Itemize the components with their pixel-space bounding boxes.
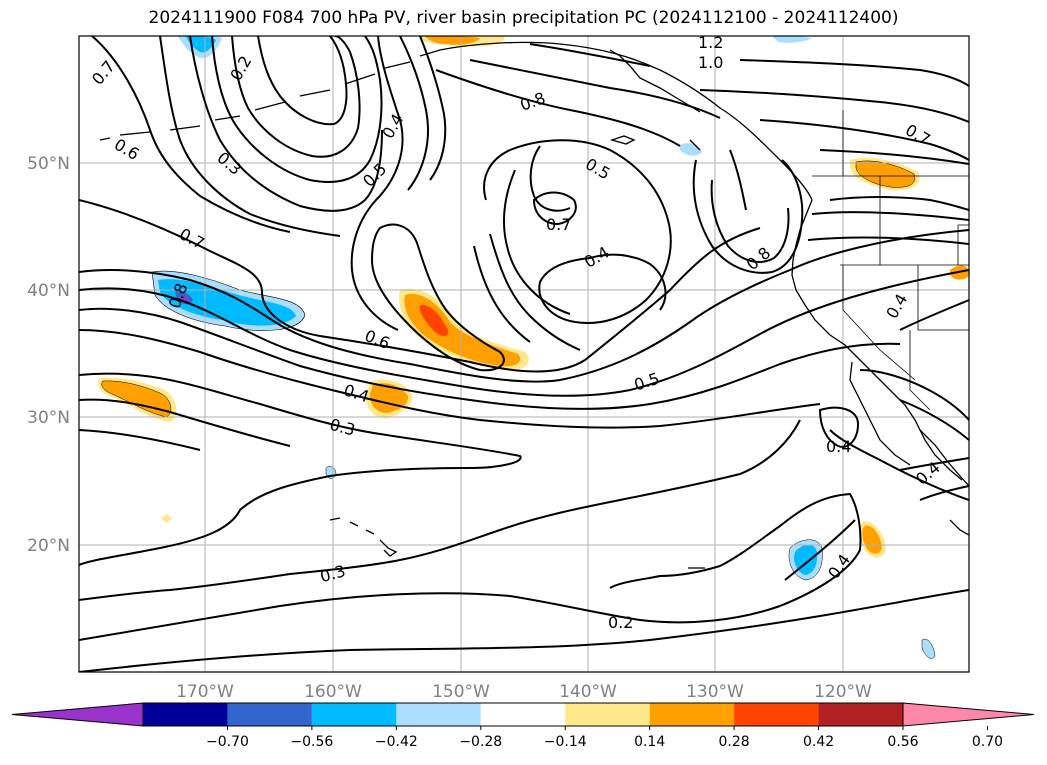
- lon-label-120W: 120°W: [814, 682, 872, 702]
- lon-label-170W: 170°W: [176, 682, 234, 702]
- lon-label-140W: 140°W: [559, 682, 617, 702]
- lat-label-30N: 30°N: [27, 408, 70, 428]
- colorbar-extend-high: [902, 702, 1035, 727]
- plot-frame: [78, 35, 970, 673]
- shade-yellow-dot: [161, 514, 172, 523]
- shade-blue-4-core: [186, 36, 216, 53]
- contour-label: 0.4: [826, 437, 851, 456]
- colorbar-segment: [565, 703, 650, 726]
- colorbar-frame: [142, 702, 904, 727]
- contour-label: 0.7: [546, 215, 571, 234]
- chart-title: 2024111900 F084 700 hPa PV, river basin …: [148, 8, 899, 28]
- longitude-labels: 170°W 160°W 150°W 140°W 130°W 120°W: [176, 682, 872, 702]
- colorbar-tick-label: 0.42: [803, 734, 834, 750]
- pv-contours: [79, 36, 969, 672]
- colorbar-tick-label: 0.28: [719, 734, 750, 750]
- latitude-labels: 50°N 40°N 30°N 20°N: [27, 154, 70, 556]
- colorbar-segment: [818, 703, 903, 726]
- colorbar-segment: [649, 703, 735, 726]
- colorbar-tick-label: −0.14: [544, 734, 587, 750]
- shade-orange-6-core: [425, 36, 480, 45]
- lon-label-150W: 150°W: [432, 682, 490, 702]
- colorbar: −0.70 −0.56 −0.42 −0.28 −0.14 0.14 0.28 0.42 0.5…: [11, 702, 1035, 750]
- colorbar-tick-label: −0.28: [459, 734, 502, 750]
- colorbar-tick-label: −0.70: [206, 734, 249, 750]
- colorbar-segment: [396, 703, 481, 726]
- shade-blue-5: [772, 36, 812, 43]
- colorbar-tick-label: 0.70: [972, 734, 1003, 750]
- colorbar-segment: [480, 703, 566, 726]
- colorbar-segment: [227, 703, 312, 726]
- lat-label-20N: 20°N: [27, 536, 70, 556]
- shade-orange-4-core: [862, 525, 882, 554]
- colorbar-tick-label: −0.56: [290, 734, 333, 750]
- lat-label-40N: 40°N: [27, 281, 70, 301]
- colorbar-segment: [734, 703, 819, 726]
- lon-label-160W: 160°W: [304, 682, 362, 702]
- shade-red-core: [419, 304, 449, 336]
- colorbar-tick-label: −0.42: [375, 734, 418, 750]
- colorbar-tick-label: 0.14: [634, 734, 665, 750]
- contour-label: 1.2: [698, 33, 723, 52]
- political-boundaries: [812, 110, 969, 411]
- colorbar-tick-label: 0.56: [887, 734, 918, 750]
- shade-blue-7: [921, 638, 936, 659]
- contour-label: 0.2: [608, 613, 633, 632]
- lat-label-50N: 50°N: [27, 154, 70, 174]
- contour-label: 1.0: [698, 53, 723, 72]
- colorbar-extend-low: [11, 702, 144, 727]
- colorbar-segment: [143, 703, 228, 726]
- colorbar-segment: [311, 703, 397, 726]
- lon-label-130W: 130°W: [686, 682, 744, 702]
- shade-orange-5-core: [855, 160, 916, 188]
